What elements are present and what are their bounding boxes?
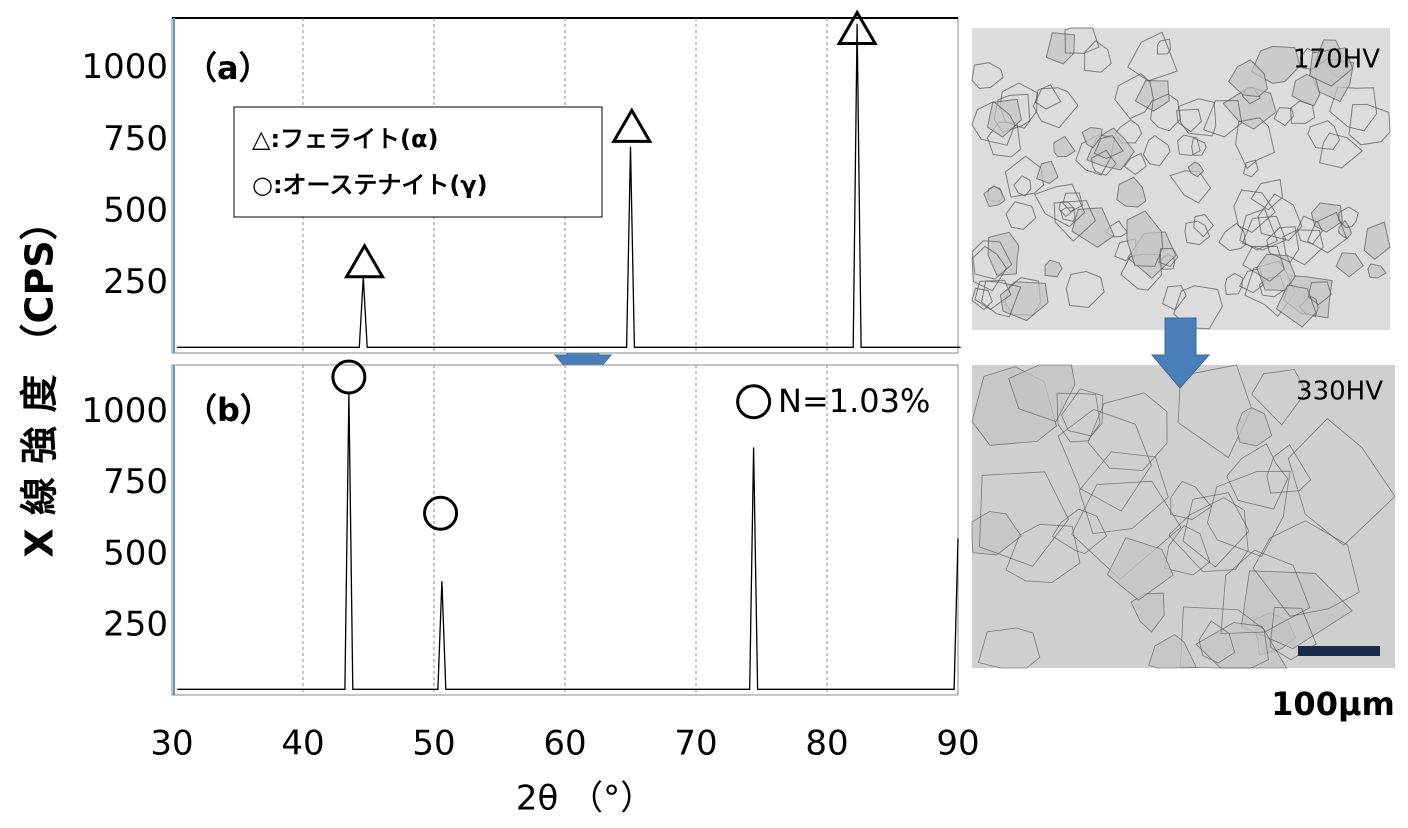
y-tick-label: 1000 xyxy=(81,391,168,431)
hardness-label: 170HV xyxy=(1293,45,1380,75)
x-tick-label: 40 xyxy=(281,724,324,764)
x-tick-label: 60 xyxy=(543,724,586,764)
y-tick-label: 750 xyxy=(103,462,168,502)
y-tick-label: 1000 xyxy=(81,47,168,87)
x-tick-label: 90 xyxy=(936,724,979,764)
y-axis-label: X 線 強 度 （CPS） xyxy=(18,202,62,557)
x-axis-label: 2θ （°） xyxy=(516,779,654,819)
x-tick-label: 30 xyxy=(150,724,193,764)
y-tick-label: 250 xyxy=(103,262,168,302)
legend-entry: △:フェライト(α) xyxy=(252,125,438,153)
hardness-label: 330HV xyxy=(1296,377,1383,407)
panel-label: （b） xyxy=(185,391,272,429)
y-tick-label: 250 xyxy=(103,604,168,644)
legend-box xyxy=(234,107,602,217)
scale-label: 100μm xyxy=(1271,685,1395,723)
x-tick-label: 70 xyxy=(674,724,717,764)
panel-label: （a） xyxy=(185,49,271,87)
y-tick-label: 750 xyxy=(103,119,168,159)
x-tick-label: 50 xyxy=(412,724,455,764)
y-tick-label: 500 xyxy=(103,190,168,230)
annotation: N=1.03% xyxy=(778,382,930,420)
y-tick-label: 500 xyxy=(103,533,168,573)
scale-bar xyxy=(1298,646,1380,656)
legend-entry: ○:オーステナイト(γ) xyxy=(252,171,488,199)
figure: 170HV 330HV 100μm 250 500 750 1000 （a） △:フェライ… xyxy=(0,0,1408,828)
x-tick-label: 80 xyxy=(805,724,848,764)
